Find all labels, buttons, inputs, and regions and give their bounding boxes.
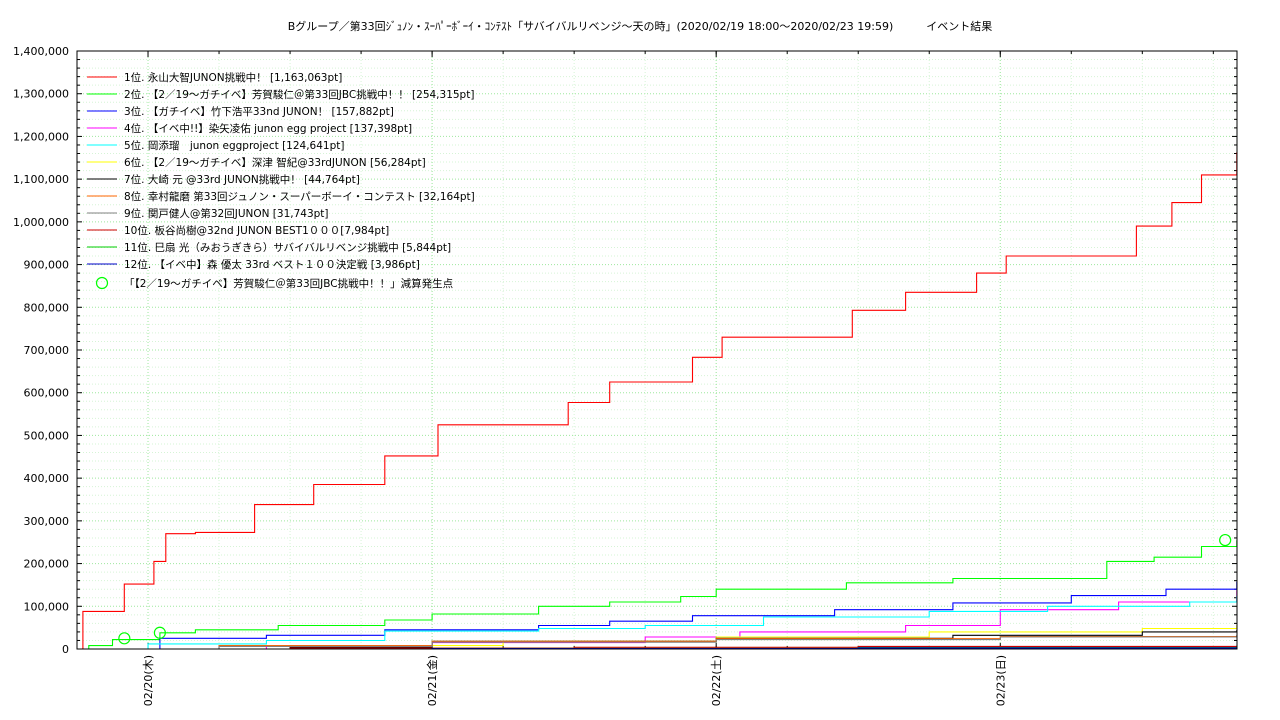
y-tick-label: 800,000 (24, 301, 70, 314)
legend-label: 2位. 【2／19〜ガチイベ】芳賀駿仁＠第33回JBC挑戦中！！ [254,31… (124, 88, 474, 101)
legend: 1位. 永山大智JUNON挑戦中！ [1,163,063pt] 2位. 【2／19… (87, 71, 475, 290)
legend-label: 4位. 【イベ中!!】染矢凌佑 junon egg project [137,3… (124, 122, 412, 135)
x-tick-label: 02/22(土) (710, 655, 723, 706)
chart-title: Bグループ／第33回ｼﾞｭﾉﾝ・ｽｰﾊﾟｰﾎﾞｰｲ・ｺﾝﾃｽﾄ「サバイバルリベン… (287, 20, 993, 33)
reduction-marker (153, 626, 166, 639)
grid-lines (77, 51, 1237, 649)
x-tick-label: 02/23(日) (994, 655, 1007, 706)
legend-label: 1位. 永山大智JUNON挑戦中！ [1,163,063pt] (124, 71, 342, 84)
series-line-2 (77, 540, 1238, 650)
reduction-marker (118, 632, 131, 645)
legend-label: 7位. 大崎 元 @33rd JUNON挑戦中！ [44,764pt] (124, 173, 360, 186)
y-tick-label: 200,000 (24, 558, 70, 571)
y-tick-label: 1,000,000 (13, 216, 69, 229)
legend-label: 8位. 幸村龍磨 第33回ジュノン・スーパーボーイ・コンテスト [32,164p… (124, 190, 475, 203)
y-tick-label: 0 (62, 643, 69, 656)
plot-frame (76, 50, 1238, 650)
y-tick-label: 500,000 (24, 429, 70, 442)
x-tick-label: 02/20(木) (142, 655, 155, 706)
y-tick-label: 300,000 (24, 515, 70, 528)
y-tick-label: 700,000 (24, 344, 70, 357)
legend-label: 9位. 関戸健人@第32回JUNON [31,743pt] (124, 207, 329, 220)
y-tick-label: 1,100,000 (13, 173, 69, 186)
series-line-5 (77, 595, 1238, 650)
legend-marker-symbol (95, 276, 109, 290)
x-tick-label: 02/21(金) (425, 655, 439, 706)
legend-label: 6位. 【2／19〜ガチイベ】深津 智紀@33rdJUNON [56,284pt… (124, 156, 426, 169)
y-tick-label: 1,400,000 (13, 45, 69, 58)
y-tick-label: 1,300,000 (13, 88, 69, 101)
y-tick-label: 1,200,000 (13, 130, 69, 143)
legend-label: 10位. 板谷尚樹@32nd JUNON BEST1０００[7,984pt] (124, 224, 389, 237)
series-line-3 (77, 581, 1238, 650)
legend-label: 11位. 巳扇 光（みおうぎきら）サバイバルリベンジ挑戦中 [5,844pt] (124, 241, 451, 254)
legend-label: 5位. 岡添瑠 junon eggproject [124,641pt] (124, 139, 344, 152)
series-line-1 (77, 152, 1238, 650)
y-axis: 0 100,000 200,000 300,000 400,000 500,000 600,… (13, 45, 1237, 656)
y-tick-label: 400,000 (24, 472, 70, 485)
legend-label: 「【2／19〜ガチイベ】芳賀駿仁＠第33回JBC挑戦中！！」減算発生点 (124, 277, 453, 290)
reduction-markers (118, 533, 1232, 645)
legend-label: 3位. 【ガチイベ】竹下浩平33nd JUNON！ [157,882pt] (124, 105, 394, 118)
reduction-marker (1219, 533, 1232, 547)
y-tick-label: 600,000 (24, 387, 70, 400)
y-tick-label: 100,000 (24, 600, 70, 613)
y-tick-label: 900,000 (24, 259, 70, 272)
legend-label: 12位. 【イベ中】森 優太 33rd ベスト１００決定戦 [3,986pt] (124, 258, 420, 271)
series-line-9 (77, 635, 1238, 650)
